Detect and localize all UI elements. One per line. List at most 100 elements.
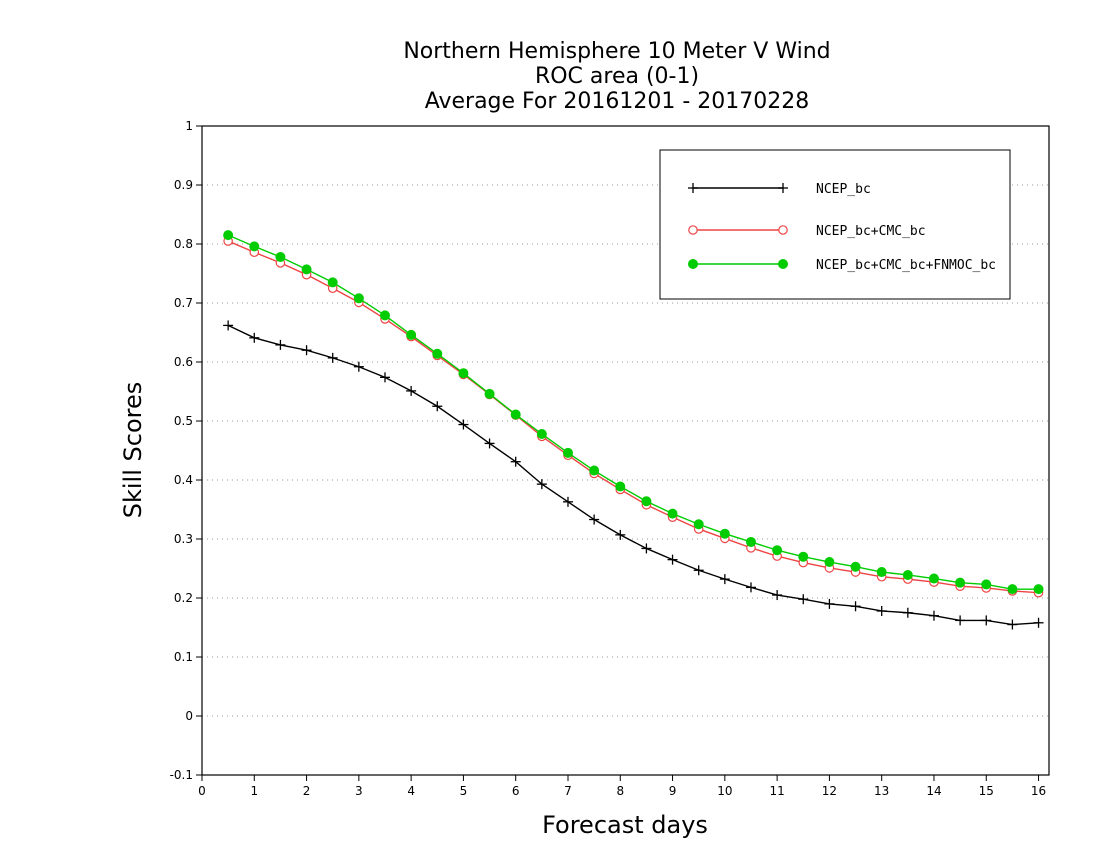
y-tick-label-3: 0.2 (174, 591, 193, 605)
x-tick-label-11: 11 (769, 784, 784, 798)
series-2-point-29 (981, 579, 992, 590)
series-2-point-1 (249, 241, 260, 252)
x-tick-label-3: 3 (355, 784, 363, 798)
series-2-point-21 (772, 545, 783, 556)
series-2-point-25 (876, 567, 887, 578)
series-0-point-0 (223, 320, 234, 331)
y-tick-label-8: 0.7 (174, 296, 193, 310)
series-2 (223, 230, 1044, 595)
series-0-point-14 (589, 514, 600, 525)
series-0-point-17 (667, 554, 678, 565)
x-tick-label-0: 0 (198, 784, 206, 798)
series-0-point-11 (510, 456, 521, 467)
legend-label-0: NCEP_bc (816, 182, 871, 197)
series-2-point-5 (353, 293, 364, 304)
series-2-point-7 (406, 329, 417, 340)
series-2-point-3 (301, 264, 312, 275)
series-0-point-16 (641, 543, 652, 554)
series-2-point-17 (667, 508, 678, 519)
legend-marker-right-2 (778, 259, 788, 269)
x-tick-label-15: 15 (979, 784, 994, 798)
series-0-point-9 (458, 419, 469, 430)
x-axis-label: Forecast days (542, 811, 708, 839)
x-tick-label-4: 4 (407, 784, 415, 798)
y-tick-label-1: 0 (185, 709, 193, 723)
series-0-point-6 (379, 372, 390, 383)
y-tick-label-2: 0.1 (174, 650, 193, 664)
series-0-point-22 (798, 594, 809, 605)
series-layer (223, 230, 1044, 630)
title-line-2: ROC area (0-1) (535, 64, 699, 89)
series-2-point-20 (745, 536, 756, 547)
legend-item-2: NCEP_bc+CMC_bc+FNMOC_bc (688, 258, 996, 273)
series-2-point-31 (1033, 584, 1044, 595)
series-2-point-14 (589, 465, 600, 476)
y-tick-label-6: 0.5 (174, 414, 193, 428)
y-axis-label: Skill Scores (119, 382, 147, 519)
series-0-point-12 (536, 479, 547, 490)
series-2-point-6 (379, 310, 390, 321)
series-0-point-19 (719, 574, 730, 585)
chart-title: Northern Hemisphere 10 Meter V Wind ROC … (403, 39, 830, 114)
x-tick-label-5: 5 (460, 784, 468, 798)
series-0-point-10 (484, 438, 495, 449)
legend-label-1: NCEP_bc+CMC_bc (816, 224, 926, 239)
series-2-point-18 (693, 519, 704, 530)
series-0-point-20 (745, 582, 756, 593)
y-tick-label-5: 0.4 (174, 473, 193, 487)
series-0-point-13 (562, 496, 573, 507)
series-2-point-10 (484, 388, 495, 399)
series-0-point-23 (824, 598, 835, 609)
y-tick-label-10: 0.9 (174, 178, 193, 192)
series-0-point-28 (955, 615, 966, 626)
x-tick-label-6: 6 (512, 784, 520, 798)
series-0-point-21 (772, 590, 783, 601)
legend-item-1: NCEP_bc+CMC_bc (688, 224, 926, 239)
legend-marker-right-1 (778, 225, 788, 235)
series-0-point-25 (876, 605, 887, 616)
legend-marker-right-0 (778, 183, 788, 193)
legend-label-2: NCEP_bc+CMC_bc+FNMOC_bc (816, 258, 996, 273)
series-2-point-22 (798, 551, 809, 562)
series-0-point-7 (406, 385, 417, 396)
x-tick-label-14: 14 (926, 784, 941, 798)
series-2-point-24 (850, 561, 861, 572)
series-0-point-4 (327, 352, 338, 363)
series-0-point-1 (249, 332, 260, 343)
series-2-point-11 (510, 409, 521, 420)
series-0-point-27 (928, 610, 939, 621)
y-tick-label-4: 0.3 (174, 532, 193, 546)
series-0-point-18 (693, 565, 704, 576)
x-tick-label-13: 13 (874, 784, 889, 798)
x-axis: 0 1 2 3 4 5 6 7 8 9 10 11 12 13 14 15 16 (198, 775, 1046, 798)
series-2-point-30 (1007, 584, 1018, 595)
legend-marker-left-1 (688, 225, 698, 235)
series-2-point-27 (928, 573, 939, 584)
series-2-point-16 (641, 496, 652, 507)
legend-item-0: NCEP_bc (688, 182, 871, 197)
legend: NCEP_bc NCEP_bc+CMC_bc NCEP_bc+CMC_bc+FNMO… (659, 149, 1011, 300)
series-2-point-4 (327, 277, 338, 288)
legend-marker-left-0 (688, 183, 698, 193)
legend-box (659, 149, 1011, 300)
x-tick-label-7: 7 (564, 784, 572, 798)
x-tick-label-1: 1 (250, 784, 258, 798)
x-tick-label-12: 12 (822, 784, 837, 798)
y-tick-label-11: 1 (185, 119, 193, 133)
series-2-point-9 (458, 368, 469, 379)
title-line-3: Average For 20161201 - 20170228 (425, 89, 810, 114)
series-0-point-30 (1007, 619, 1018, 630)
y-tick-label-0: -0.1 (170, 768, 193, 782)
series-2-point-2 (275, 251, 286, 262)
series-0-point-31 (1033, 617, 1044, 628)
title-line-1: Northern Hemisphere 10 Meter V Wind (403, 39, 830, 64)
series-0-point-2 (275, 339, 286, 350)
series-0-point-15 (615, 529, 626, 540)
series-2-point-26 (902, 569, 913, 580)
series-2-point-12 (536, 428, 547, 439)
series-0 (223, 320, 1044, 630)
x-tick-label-10: 10 (717, 784, 732, 798)
x-tick-label-2: 2 (303, 784, 311, 798)
series-0-point-3 (301, 345, 312, 356)
